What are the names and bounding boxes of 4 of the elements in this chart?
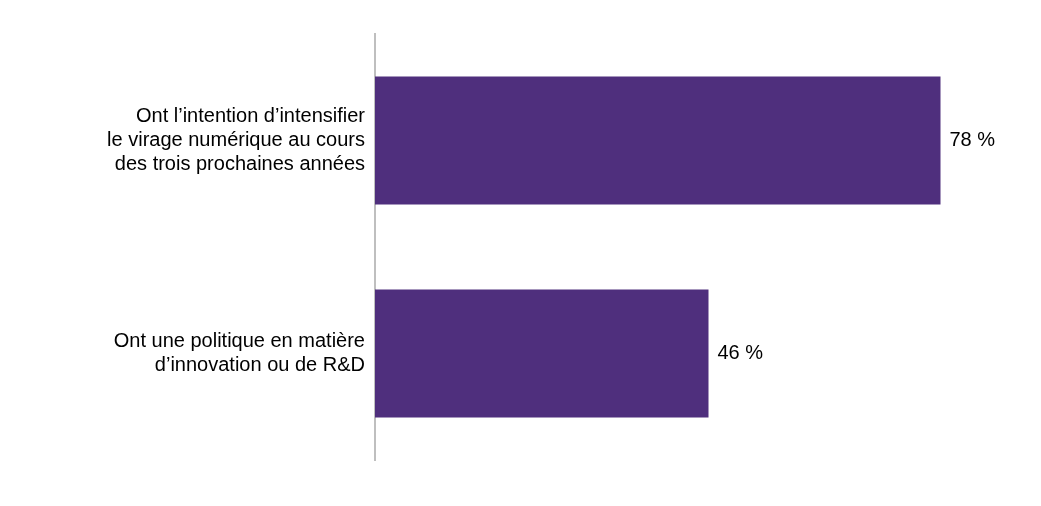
data-label: 46 % — [717, 341, 764, 364]
y-tick-label: Ont l’intention d’intensifier le virage numérique au cours des trois prochaines années — [107, 104, 366, 175]
y-tick-label: Ont une politique en matière d’innovation ou de R&D — [113, 329, 365, 376]
data-label: 78 % — [949, 128, 996, 151]
